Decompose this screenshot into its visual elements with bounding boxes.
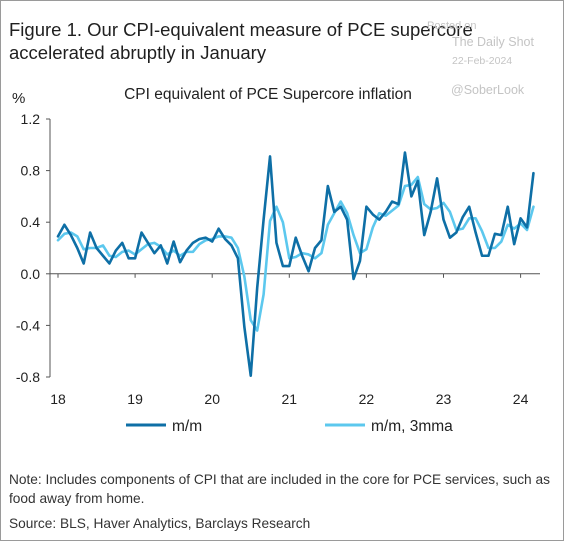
x-tick-label: 22	[359, 391, 375, 407]
y-tick-label: 1.2	[21, 111, 41, 127]
y-tick-label: 0.8	[21, 163, 41, 179]
watermark-handle: @SoberLook	[451, 83, 525, 97]
y-axis: 1.2 0.8 0.4 0.0 -0.4 -0.8	[16, 111, 51, 385]
x-tick-label: 18	[50, 391, 66, 407]
y-tick-label: 0.0	[21, 266, 41, 282]
x-tick-label: 20	[204, 391, 220, 407]
line-chart: CPI equivalent of PCE Supercore inflatio…	[12, 86, 540, 435]
watermark-site: The Daily Shot	[452, 35, 534, 49]
series-group	[56, 151, 535, 378]
series-line-1	[56, 175, 535, 332]
chart-note: Note: Includes components of CPI that ar…	[9, 472, 550, 506]
y-tick-label: 0.4	[21, 214, 41, 230]
watermark-posted: Posted on	[427, 20, 477, 32]
x-tick-label: 21	[282, 391, 298, 407]
figure-title: Figure 1. Our CPI-equivalent measure of …	[9, 19, 473, 63]
y-tick-label: -0.8	[16, 369, 40, 385]
x-tick-label: 24	[513, 391, 529, 407]
series-line-0	[56, 151, 535, 378]
legend: m/m m/m, 3mma	[126, 418, 453, 435]
legend-label-1: m/m, 3mma	[371, 418, 453, 435]
chart-title: CPI equivalent of PCE Supercore inflatio…	[124, 86, 412, 103]
legend-label-0: m/m	[172, 418, 202, 435]
y-axis-unit-label: %	[12, 90, 25, 107]
y-tick-label: -0.4	[16, 317, 40, 333]
x-axis: 18 19 20 21 22 23 24	[50, 273, 540, 407]
watermark-date: 22-Feb-2024	[452, 55, 513, 67]
x-tick-label: 23	[436, 391, 452, 407]
x-tick-label: 19	[127, 391, 143, 407]
chart-source: Source: BLS, Haver Analytics, Barclays R…	[9, 516, 311, 531]
